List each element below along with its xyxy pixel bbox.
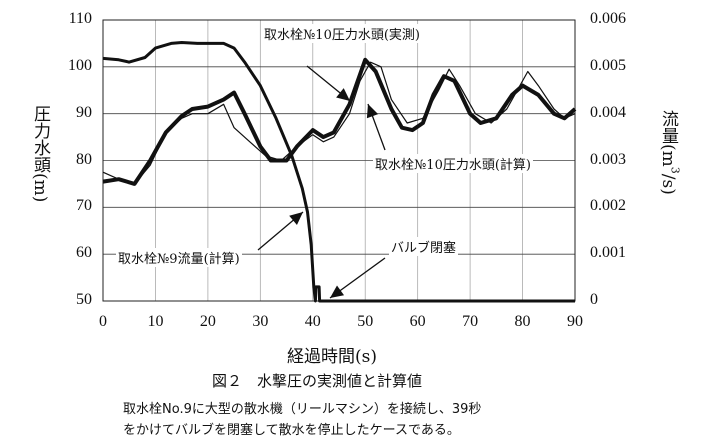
arrowhead-0 [336,88,350,101]
series-line-2 [102,41,575,303]
x-tick-label: 40 [304,313,321,330]
annotation-valve: バルブ閉塞 [389,237,459,256]
y-tick-label: 60 [76,244,92,262]
x-tick-label: 10 [147,313,164,330]
y2-tick-label: 0.002 [590,197,626,215]
y-axis-title: 圧力水頭(m) [30,105,50,203]
x-axis-title: 経過時間(s) [287,347,377,367]
annotation-measured: 取水栓№10圧力水頭(実測) [262,24,422,43]
note-line-2: をかけてバルブを閉塞して散水を停止したケースである。 [123,423,460,438]
y2-axis-title: 流量(m3/s) [656,110,682,195]
y2-tick-label: 0.006 [590,10,626,27]
annotation-calculated: 取水栓№10圧力水頭(計算) [373,154,533,173]
y-tick-label: 50 [76,291,92,308]
series-line-0 [102,61,576,185]
y2-title-end: /s) [658,173,678,195]
y-tick-label: 80 [76,150,92,168]
x-tick-label: 90 [567,313,583,330]
y2-tick-label: 0.003 [590,150,626,168]
y-tick-label: 100 [68,56,92,74]
x-tick-label: 20 [199,313,216,330]
x-tick-label: 50 [357,313,374,330]
x-tick-label: 80 [514,313,531,330]
y-tick-label: 110 [68,10,92,27]
y2-tick-label: 0 [590,291,598,308]
y2-title-sup: 3 [668,166,682,174]
note-line-1: 取水栓No.9に大型の散水機（リールマシン）を接続し、39秒 [123,402,482,417]
x-tick-label: 0 [99,313,107,330]
y2-title-base: 流量(m [658,110,678,167]
arrowhead-1 [366,104,379,119]
arrowhead-2 [289,212,303,225]
y2-tick-label: 0.001 [590,244,626,262]
series-line-1 [102,57,577,186]
y2-tick-label: 0.005 [590,56,626,74]
arrowhead-3 [330,285,345,298]
x-tick-label: 30 [252,313,269,330]
y-tick-label: 70 [76,197,92,215]
x-tick-label: 70 [462,313,479,330]
annotation-flow: 取水栓№9流量(計算) [116,248,242,267]
x-tick-label: 60 [409,313,426,330]
figure-caption: 図２ 水撃圧の実測値と計算値 [212,372,423,390]
y2-tick-label: 0.004 [590,103,626,121]
y-tick-label: 90 [76,103,92,121]
